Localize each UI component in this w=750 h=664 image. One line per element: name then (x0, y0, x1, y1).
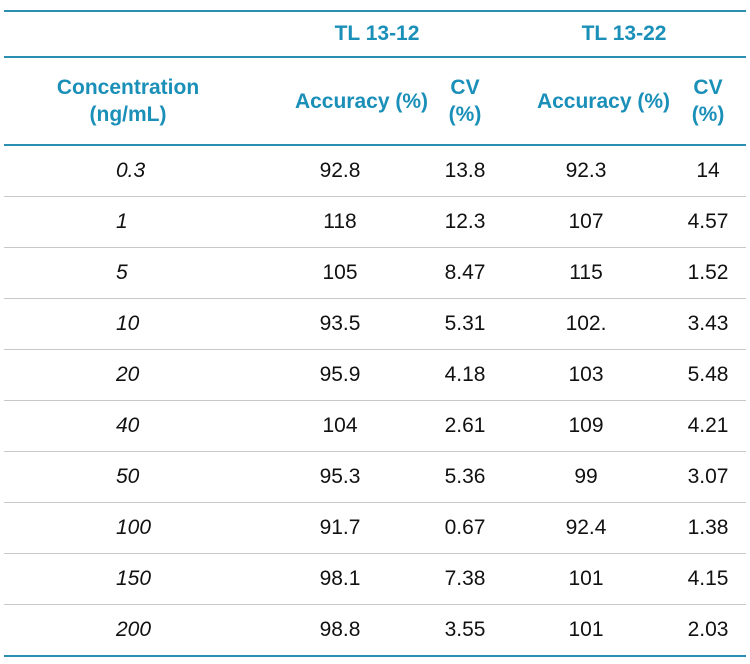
concentration-header: Concentration (ng/mL) (4, 57, 252, 146)
accuracy-tl-13-22-cell: 92.3 (502, 145, 671, 197)
cv-tl-13-12-cell: 3.55 (428, 604, 503, 657)
empty-group-cell (4, 10, 252, 58)
table-row: 40 104 2.61 109 4.21 (4, 400, 747, 452)
accuracy-tl-13-22-cell: 92.4 (502, 502, 671, 554)
table-row: 20 95.9 4.18 103 5.48 (4, 349, 747, 401)
cv-tl-13-22-cell: 4.57 (670, 196, 747, 248)
accuracy-tl-13-12-cell: 93.5 (252, 298, 428, 350)
table-row: 200 98.8 3.55 101 2.03 (4, 604, 747, 657)
accuracy-cv-table-container: TL 13-12 TL 13-22 Concentration (ng/mL) … (4, 10, 747, 657)
concentration-cell: 40 (4, 400, 252, 452)
concentration-cell: 50 (4, 451, 252, 503)
concentration-cell: 5 (4, 247, 252, 299)
cv-tl-13-12-cell: 2.61 (428, 400, 503, 452)
cv-tl-13-22-cell: 2.03 (670, 604, 747, 657)
concentration-header-line2: (ng/mL) (89, 103, 167, 126)
accuracy-tl-13-12-cell: 105 (252, 247, 428, 299)
cv-header-2: CV (%) (670, 57, 747, 146)
cv-tl-13-12-cell: 5.31 (428, 298, 503, 350)
table-row: 0.3 92.8 13.8 92.3 14 (4, 145, 747, 197)
accuracy-tl-13-22-cell: 101 (502, 604, 671, 657)
table-row: 50 95.3 5.36 99 3.07 (4, 451, 747, 503)
cv-tl-13-22-cell: 3.07 (670, 451, 747, 503)
cv-tl-13-22-cell: 14 (670, 145, 747, 197)
cv-tl-13-22-cell: 1.38 (670, 502, 747, 554)
concentration-cell: 100 (4, 502, 252, 554)
table-row: 100 91.7 0.67 92.4 1.38 (4, 502, 747, 554)
accuracy-tl-13-12-cell: 104 (252, 400, 428, 452)
cv-tl-13-22-cell: 3.43 (670, 298, 747, 350)
concentration-cell: 200 (4, 604, 252, 657)
group-header-row: TL 13-12 TL 13-22 (4, 10, 747, 58)
table-row: 10 93.5 5.31 102. 3.43 (4, 298, 747, 350)
cv-tl-13-22-cell: 1.52 (670, 247, 747, 299)
cv-tl-13-22-cell: 4.15 (670, 553, 747, 605)
concentration-cell: 1 (4, 196, 252, 248)
group-header-tl-13-22: TL 13-22 (502, 10, 747, 58)
accuracy-tl-13-22-cell: 101 (502, 553, 671, 605)
cv-header-1-line2: (%) (448, 103, 482, 126)
cv-header-1: CV (%) (428, 57, 503, 146)
accuracy-tl-13-12-cell: 91.7 (252, 502, 428, 554)
accuracy-header-1: Accuracy (%) (252, 57, 428, 146)
cv-tl-13-12-cell: 13.8 (428, 145, 503, 197)
cv-header-1-line1: CV (450, 76, 480, 99)
accuracy-tl-13-12-cell: 98.1 (252, 553, 428, 605)
accuracy-tl-13-22-cell: 103 (502, 349, 671, 401)
accuracy-tl-13-22-cell: 107 (502, 196, 671, 248)
concentration-cell: 0.3 (4, 145, 252, 197)
accuracy-tl-13-22-cell: 115 (502, 247, 671, 299)
cv-tl-13-12-cell: 8.47 (428, 247, 503, 299)
cv-header-2-line1: CV (693, 76, 723, 99)
accuracy-tl-13-12-cell: 98.8 (252, 604, 428, 657)
accuracy-cv-table: TL 13-12 TL 13-22 Concentration (ng/mL) … (4, 10, 747, 657)
concentration-cell: 20 (4, 349, 252, 401)
table-row: 1 118 12.3 107 4.57 (4, 196, 747, 248)
cv-tl-13-22-cell: 4.21 (670, 400, 747, 452)
cv-tl-13-12-cell: 4.18 (428, 349, 503, 401)
concentration-header-line1: Concentration (56, 76, 200, 99)
accuracy-header-2: Accuracy (%) (502, 57, 671, 146)
cv-tl-13-12-cell: 0.67 (428, 502, 503, 554)
group-header-tl-13-12: TL 13-12 (252, 10, 503, 58)
cv-tl-13-22-cell: 5.48 (670, 349, 747, 401)
table-row: 5 105 8.47 115 1.52 (4, 247, 747, 299)
concentration-cell: 10 (4, 298, 252, 350)
cv-tl-13-12-cell: 5.36 (428, 451, 503, 503)
accuracy-tl-13-12-cell: 92.8 (252, 145, 428, 197)
cv-tl-13-12-cell: 7.38 (428, 553, 503, 605)
table-row: 150 98.1 7.38 101 4.15 (4, 553, 747, 605)
accuracy-tl-13-22-cell: 109 (502, 400, 671, 452)
accuracy-tl-13-12-cell: 118 (252, 196, 428, 248)
accuracy-tl-13-22-cell: 99 (502, 451, 671, 503)
accuracy-tl-13-12-cell: 95.3 (252, 451, 428, 503)
column-header-row: Concentration (ng/mL) Accuracy (%) CV (%… (4, 57, 747, 146)
accuracy-tl-13-22-cell: 102. (502, 298, 671, 350)
accuracy-tl-13-12-cell: 95.9 (252, 349, 428, 401)
concentration-cell: 150 (4, 553, 252, 605)
cv-header-2-line2: (%) (691, 103, 725, 126)
cv-tl-13-12-cell: 12.3 (428, 196, 503, 248)
